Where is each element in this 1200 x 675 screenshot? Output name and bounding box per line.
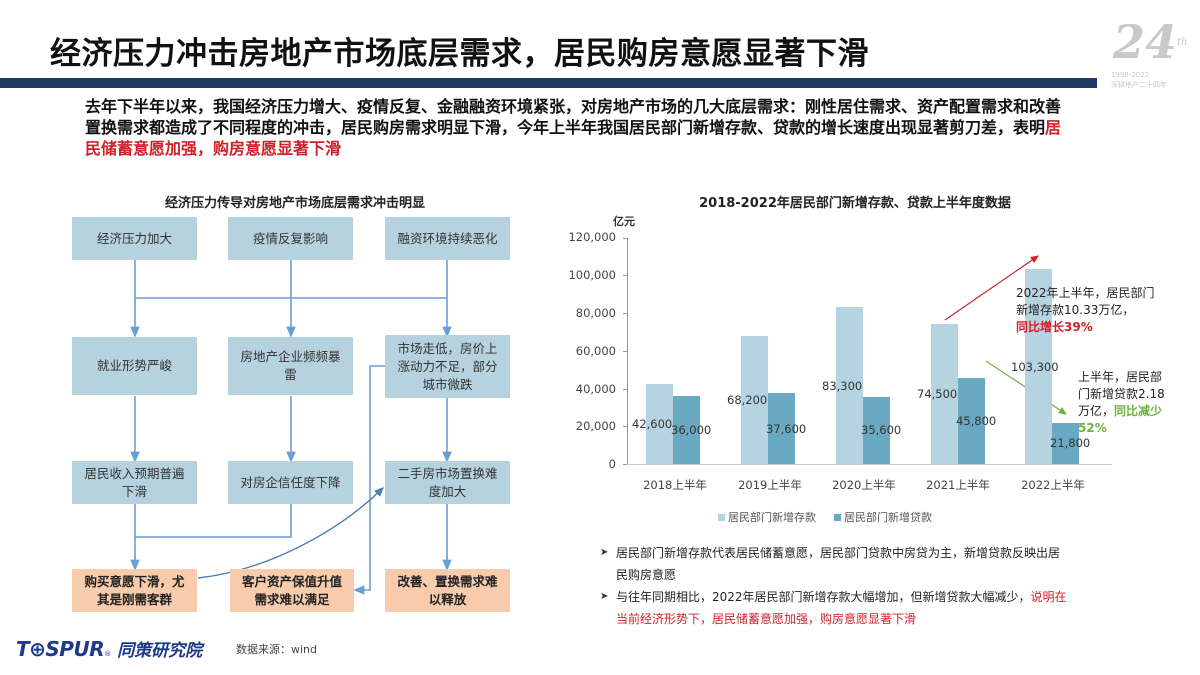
bar-value-label: 35,600: [861, 423, 902, 438]
y-axis-unit: 亿元: [613, 215, 635, 228]
flow-box-financing: 融资环境持续恶化: [385, 217, 510, 260]
y-tick-100000: 100,000: [568, 268, 616, 282]
y-tick-mark: [623, 313, 627, 314]
badge-years: 1998-2022: [1111, 71, 1150, 79]
y-tick-mark: [623, 351, 627, 352]
bullet-arrow-icon: ➤: [600, 547, 609, 558]
x-axis: [627, 464, 1112, 465]
legend-label-deposits: 居民部门新增存款: [728, 511, 816, 524]
annotation-loans-highlight: 同比减少52%: [1078, 404, 1163, 435]
y-tick-mark: [623, 238, 627, 239]
page-title: 经济压力冲击房地产市场底层需求，居民购房意愿显著下滑: [50, 36, 869, 72]
bar-deposits-2022上半年: [1025, 269, 1052, 464]
y-tick-80000: 80,000: [575, 306, 616, 320]
bar-loans-2019上半年: [768, 393, 795, 464]
flow-box-developer-defaults: 房地产企业频频暴雷: [228, 337, 353, 395]
bar-deposits-2019上半年: [741, 335, 768, 464]
bar-loans-2022上半年: [1052, 422, 1079, 464]
bar-value-label: 74,500: [917, 386, 958, 401]
bullet-text: 与往年同期相比，2022年居民部门新增存款大幅增加，但新增贷款大幅减少，: [616, 590, 1031, 604]
bar-value-label: 21,800: [1050, 436, 1091, 451]
flowchart-title: 经济压力传导对房地产市场底层需求冲击明显: [164, 196, 425, 211]
x-label-2020: 2020上半年: [832, 478, 896, 492]
bullet-item-1: ➤ 居民部门新增存款代表居民储蓄意愿，居民部门贷款中房贷为主，新增贷款反映出居民…: [600, 542, 1070, 586]
bullet-list: ➤ 居民部门新增存款代表居民储蓄意愿，居民部门贷款中房贷为主，新增贷款反映出居民…: [600, 542, 1070, 630]
logo-chinese: 同策研究院: [117, 641, 203, 661]
bar-value-label: 45,800: [956, 413, 997, 428]
bullet-highlight: 说明在当前经济形势下，居民储蓄意愿加强，购房意愿显著下滑: [616, 590, 1067, 626]
legend-item-deposits: 居民部门新增存款: [718, 509, 816, 525]
bullet-text: 居民部门新增存款代表居民储蓄意愿，居民部门贷款中房贷为主，新增贷款反映出居民购房…: [616, 546, 1061, 582]
y-tick-mark: [623, 389, 627, 390]
logo-english: T⊕SPUR: [16, 637, 105, 661]
logo-registered-icon: ®: [104, 650, 112, 658]
annotation-loans: 上半年，居民部门新增贷款2.18万亿，同比减少52%: [1078, 369, 1170, 437]
bar-value-label: 68,200: [727, 392, 768, 407]
bar-loans-2020上半年: [863, 396, 890, 464]
y-tick-20000: 20,000: [575, 419, 616, 433]
title-divider-bar: [0, 78, 1097, 88]
flow-box-economic-pressure: 经济压力加大: [72, 217, 197, 260]
legend-swatch-deposits: [718, 513, 725, 521]
bar-loans-2018上半年: [673, 396, 700, 464]
bar-value-label: 83,300: [822, 378, 863, 393]
x-label-2018: 2018上半年: [643, 478, 707, 492]
y-tick-0: 0: [608, 457, 616, 471]
badge-number: 24: [1113, 15, 1178, 69]
flow-box-purchase-willingness: 购买意愿下滑，尤其是刚需客群: [72, 569, 197, 612]
chart-title: 2018-2022年居民部门新增存款、贷款上半年度数据: [699, 196, 1011, 211]
y-tick-120000: 120,000: [568, 230, 616, 244]
anniversary-badge: 24 th 1998-2022 深耕地产二十四年: [1105, 15, 1195, 90]
flow-box-employment: 就业形势严峻: [72, 337, 197, 395]
tospur-logo: T⊕SPUR ® 同策研究院: [16, 636, 202, 661]
intro-highlight: 居民储蓄意愿加强，购房意愿显著下滑: [85, 118, 1062, 158]
x-label-2019: 2019上半年: [738, 478, 802, 492]
data-source: 数据来源：wind: [236, 643, 318, 656]
y-tick-mark: [623, 464, 627, 465]
y-axis: [627, 238, 628, 465]
flow-box-market-decline: 市场走低，房价上涨动力不足，部分城市微跌: [385, 335, 510, 398]
legend-label-loans: 居民部门新增贷款: [844, 511, 932, 524]
bar-deposits-2020上半年: [836, 307, 863, 464]
bar-value-label: 103,300: [1011, 359, 1059, 374]
x-label-2021: 2021上半年: [926, 478, 990, 492]
flow-box-developer-trust: 对房企信任度下降: [228, 461, 353, 504]
badge-subtitle: 深耕地产二十四年: [1111, 81, 1167, 89]
bullet-item-2: ➤ 与往年同期相比，2022年居民部门新增存款大幅增加，但新增贷款大幅减少，说明…: [600, 586, 1070, 630]
bar-loans-2021上半年: [958, 377, 985, 464]
intro-text: 去年下半年以来，我国经济压力增大、疫情反复、金融融资环境紧张，对房地产市场的几大…: [85, 97, 1062, 137]
legend-swatch-loans: [834, 513, 841, 521]
flow-box-income-expectation: 居民收入预期普遍下滑: [72, 461, 197, 504]
badge-suffix: th: [1177, 37, 1188, 48]
bullet-arrow-icon: ➤: [600, 591, 609, 602]
annotation-deposits-highlight: 同比增长39%: [1016, 320, 1093, 334]
bar-deposits-2021上半年: [931, 323, 958, 464]
annotation-deposits: 2022年上半年，居民部门新增存款10.33万亿， 同比增长39%: [1016, 285, 1166, 336]
flow-box-resale-difficulty: 二手房市场置换难度加大: [385, 461, 510, 504]
y-tick-40000: 40,000: [575, 382, 616, 396]
flow-box-upgrade-demand: 改善、置换需求难以释放: [385, 569, 510, 612]
annotation-loans-text: 上半年，居民部门新增贷款2.18万亿，: [1078, 370, 1165, 418]
legend-item-loans: 居民部门新增贷款: [834, 509, 932, 525]
intro-paragraph: 去年下半年以来，我国经济压力增大、疫情反复、金融融资环境紧张，对房地产市场的几大…: [85, 96, 1075, 159]
bar-value-label: 42,600: [632, 416, 673, 431]
bar-deposits-2018上半年: [646, 383, 673, 464]
chart-legend: 居民部门新增存款 居民部门新增贷款: [718, 509, 932, 525]
bar-value-label: 36,000: [671, 423, 712, 438]
y-tick-mark: [623, 275, 627, 276]
y-tick-60000: 60,000: [575, 344, 616, 358]
x-label-2022: 2022上半年: [1021, 478, 1085, 492]
annotation-deposits-text: 2022年上半年，居民部门新增存款10.33万亿，: [1016, 286, 1155, 317]
flow-box-epidemic: 疫情反复影响: [228, 217, 353, 260]
flow-box-asset-preservation: 客户资产保值升值需求难以满足: [230, 569, 354, 612]
y-tick-mark: [623, 426, 627, 427]
bar-value-label: 37,600: [766, 421, 807, 436]
